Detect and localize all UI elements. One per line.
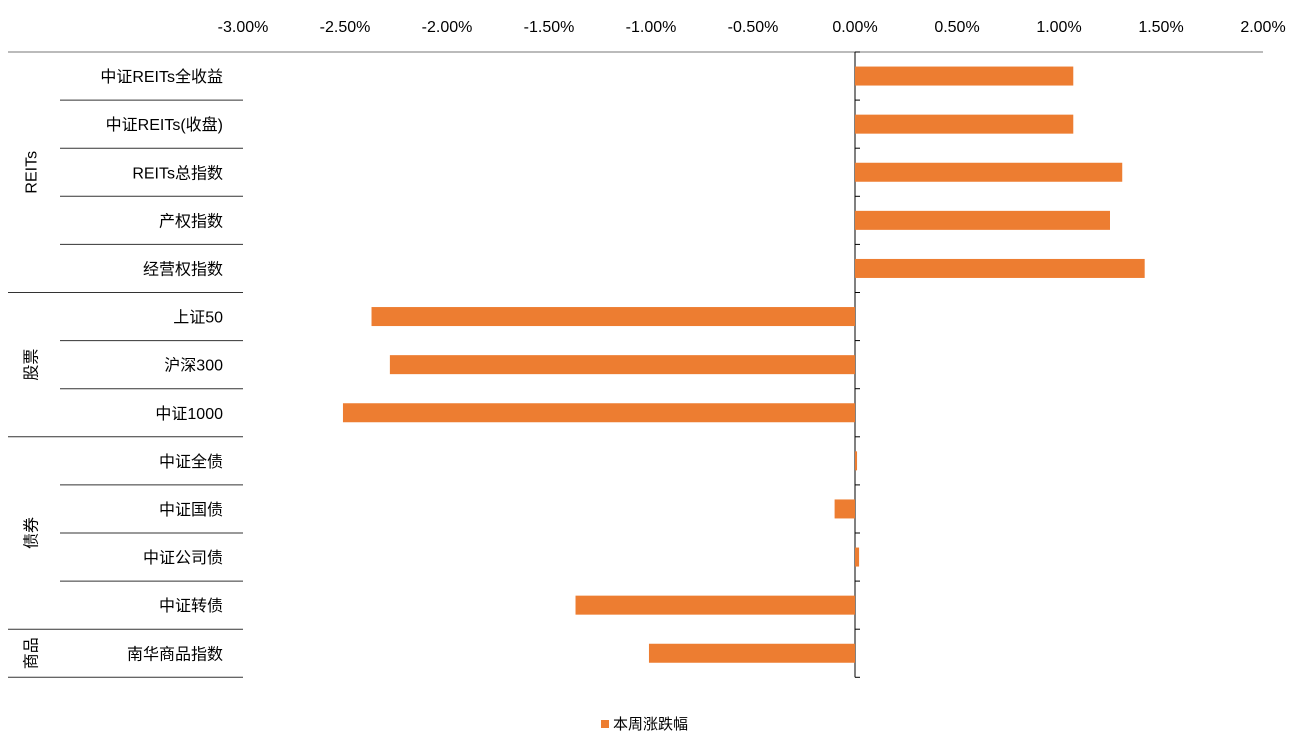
category-label: 中证REITs全收益 bbox=[100, 68, 223, 86]
x-tick-label: 2.00% bbox=[1240, 19, 1285, 36]
x-tick-label: 1.50% bbox=[1138, 19, 1183, 36]
category-label: 沪深300 bbox=[164, 357, 223, 375]
bar bbox=[855, 114, 1074, 134]
bar bbox=[855, 210, 1110, 230]
legend-label: 本周涨跌幅 bbox=[613, 716, 689, 733]
x-tick-label: -3.00% bbox=[218, 19, 269, 36]
bar bbox=[855, 451, 858, 471]
x-tick-label: 0.50% bbox=[934, 19, 979, 36]
category-label: 中证全债 bbox=[159, 453, 223, 471]
group-label: 债券 bbox=[23, 517, 41, 549]
x-tick-label: 0.00% bbox=[832, 19, 877, 36]
bar bbox=[575, 595, 855, 615]
category-label: 南华商品指数 bbox=[127, 645, 223, 663]
bar bbox=[855, 547, 860, 567]
bar bbox=[342, 403, 856, 423]
x-axis-ticks: -3.00% -2.50% -2.00% -1.50% -1.00% -0.50% 0.00… bbox=[218, 19, 1286, 36]
axis-lines bbox=[8, 51, 1263, 678]
x-tick-label: -1.50% bbox=[524, 19, 575, 36]
group-label: 商品 bbox=[23, 637, 41, 669]
legend-swatch bbox=[601, 719, 609, 728]
category-label: 经营权指数 bbox=[143, 260, 223, 278]
bar bbox=[371, 307, 855, 327]
x-tick-label: 1.00% bbox=[1036, 19, 1081, 36]
category-label: 中证REITs(收盘) bbox=[106, 115, 223, 134]
group-label: 股票 bbox=[23, 349, 41, 381]
bar bbox=[389, 355, 855, 375]
x-tick-label: -2.00% bbox=[422, 19, 473, 36]
bar bbox=[855, 66, 1074, 86]
bars bbox=[342, 66, 1145, 663]
bar bbox=[648, 643, 855, 663]
category-label: 中证公司债 bbox=[143, 549, 223, 567]
x-tick-label: -0.50% bbox=[728, 19, 779, 36]
bar bbox=[834, 499, 855, 519]
category-label: REITs总指数 bbox=[132, 164, 223, 182]
x-tick-label: -1.00% bbox=[626, 19, 677, 36]
category-label: 中证转债 bbox=[159, 597, 223, 615]
x-tick-label: -2.50% bbox=[320, 19, 371, 36]
category-label: 中证1000 bbox=[155, 405, 223, 423]
bar bbox=[855, 162, 1123, 182]
category-label: 上证50 bbox=[173, 309, 223, 327]
bar bbox=[855, 258, 1145, 278]
group-label: REITs bbox=[24, 151, 41, 194]
category-label: 中证国债 bbox=[159, 501, 223, 519]
category-label: 产权指数 bbox=[159, 212, 223, 230]
legend: 本周涨跌幅 bbox=[601, 713, 688, 734]
